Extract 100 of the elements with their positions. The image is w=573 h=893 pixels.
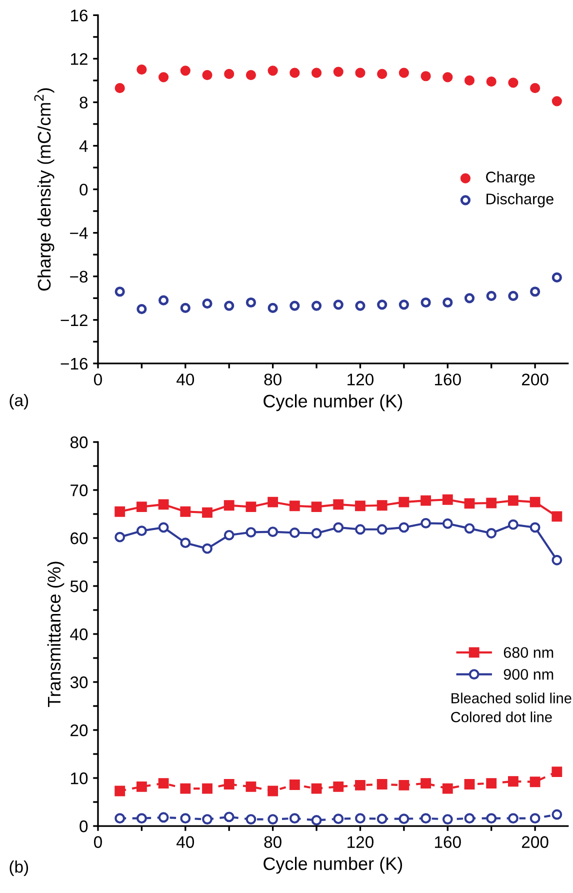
legend-label: Charge: [486, 171, 535, 186]
point: [552, 272, 562, 283]
point: [464, 779, 475, 790]
point: [398, 522, 410, 533]
point: [333, 522, 344, 533]
x-tick-label: 40: [176, 374, 194, 386]
point: [355, 813, 366, 824]
point: [486, 778, 497, 789]
point: [508, 495, 518, 506]
point: [486, 498, 497, 508]
point: [136, 502, 147, 512]
point: [530, 522, 540, 533]
x-tick-label: 0: [94, 374, 102, 386]
point: [180, 783, 191, 794]
point: [268, 496, 278, 508]
y-axis-title: Charge density (mC/cm$^{2}$): [34, 88, 54, 291]
point: [202, 70, 212, 80]
point: [530, 496, 540, 508]
point: [355, 524, 366, 535]
y-tick-label: 16: [70, 10, 88, 22]
point: [202, 298, 212, 309]
point: [289, 813, 300, 824]
point: [114, 813, 126, 824]
x-tick-label: 80: [264, 374, 282, 386]
point: [311, 815, 322, 826]
y-axis-title: Transmittance (%): [47, 562, 64, 708]
y-tick-label: 0: [80, 820, 88, 832]
point: [311, 502, 322, 512]
y-tick-label: −12: [60, 314, 88, 326]
point: [552, 511, 562, 522]
point: [158, 295, 169, 306]
y-tick-label: 60: [70, 532, 88, 544]
point: [530, 813, 540, 824]
point: [486, 76, 496, 87]
point: [333, 499, 344, 510]
y-tick-label: 30: [70, 676, 88, 688]
point: [552, 809, 562, 820]
point: [268, 526, 278, 538]
point: [311, 300, 322, 311]
point: [202, 507, 212, 518]
point: [552, 766, 562, 777]
point: [333, 814, 344, 824]
annotation: Bleached solid line Colored dot line: [451, 692, 572, 722]
point: [114, 506, 126, 517]
point: [290, 68, 300, 78]
point: [398, 814, 410, 824]
point: [311, 528, 322, 538]
point: [180, 506, 191, 517]
point: [464, 293, 475, 304]
point: [508, 776, 518, 787]
y-tick-label: −16: [60, 358, 88, 370]
y-tick-label: 50: [70, 580, 88, 592]
x-tick-label: 160: [435, 374, 461, 386]
point: [420, 518, 432, 528]
x-tick-label: 200: [522, 374, 548, 386]
point: [420, 495, 432, 506]
point: [442, 494, 453, 505]
x-tick-label: 0: [94, 836, 102, 848]
text: (a): [10, 394, 28, 410]
point: [464, 523, 475, 534]
point: [114, 786, 126, 796]
point: [246, 814, 256, 825]
point: [333, 781, 344, 792]
point: [420, 778, 432, 789]
point: [158, 522, 169, 533]
point: [114, 286, 125, 297]
point: [508, 519, 518, 530]
legend-label: 680 nm: [504, 647, 554, 658]
point: [333, 66, 344, 77]
point: [268, 302, 278, 313]
point: [530, 286, 540, 297]
x-tick-label: 160: [435, 836, 461, 848]
point: [486, 528, 497, 538]
point: [420, 71, 431, 82]
point: [377, 300, 388, 310]
point: [398, 780, 410, 790]
point: [420, 813, 432, 824]
y-tick-label: 12: [70, 53, 88, 65]
point: [398, 68, 409, 78]
point: [442, 297, 453, 308]
point: [246, 297, 256, 308]
point: [442, 72, 453, 82]
point: [246, 502, 256, 512]
point: [376, 524, 388, 535]
y-tick-label: 10: [70, 772, 88, 784]
point: [202, 814, 212, 825]
point: [311, 68, 322, 78]
point: [398, 300, 409, 310]
point: [311, 783, 322, 794]
x-tick-label: 40: [176, 836, 194, 848]
legend-label: 900 nm: [504, 668, 554, 680]
legend-label: Discharge: [486, 193, 554, 208]
x-axis-title: Cycle number (K): [264, 394, 402, 412]
point: [464, 498, 475, 509]
x-axis-title: Cycle number (K): [264, 856, 402, 874]
y-tick-label: 0: [80, 184, 88, 196]
point: [442, 518, 453, 529]
point: [508, 290, 518, 302]
point: [224, 300, 234, 311]
y-tick-label: −8: [70, 270, 88, 283]
